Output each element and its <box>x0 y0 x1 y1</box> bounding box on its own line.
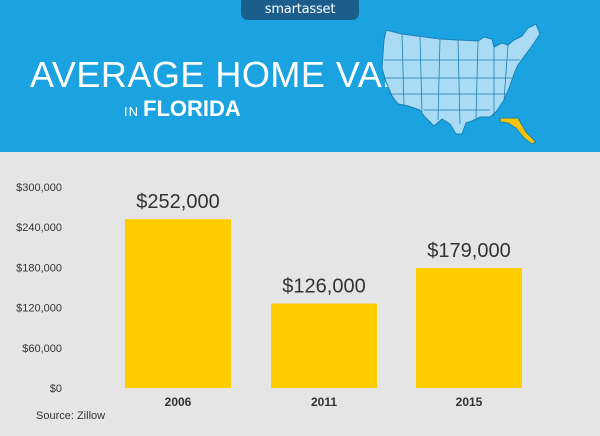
brand-logo-text: smartasset <box>264 2 336 17</box>
usa-map-icon <box>381 23 541 145</box>
x-tick-label-2015: 2015 <box>456 395 483 409</box>
source-note: Source: Zillow <box>36 410 106 422</box>
bar-chart: $0 $60,000 $120,000 $180,000 $240,000 $300,00… <box>16 182 522 409</box>
page-subtitle: IN FLORIDA <box>124 96 241 122</box>
data-label-2006: $252,000 <box>136 191 219 213</box>
y-tick-label: $0 <box>50 383 62 395</box>
florida-state <box>499 117 537 145</box>
y-tick-label: $60,000 <box>22 343 62 355</box>
state-borders <box>383 33 520 125</box>
x-tick-label-2011: 2011 <box>311 395 337 409</box>
bar-2006 <box>125 219 231 388</box>
y-tick-label: $180,000 <box>16 262 62 274</box>
x-tick-label-2006: 2006 <box>165 395 192 409</box>
subtitle-prefix: IN <box>124 104 139 119</box>
y-tick-label: $300,000 <box>16 182 62 194</box>
header-banner: smartasset AVERAGE HOME VALUE IN FLORIDA <box>0 0 600 152</box>
brand-logo: smartasset <box>241 0 359 20</box>
data-label-2015: $179,000 <box>427 240 510 262</box>
data-label-2011: $126,000 <box>282 276 365 298</box>
y-tick-label: $240,000 <box>16 222 62 234</box>
subtitle-state: FLORIDA <box>143 96 241 121</box>
bar-2011 <box>271 303 377 388</box>
bar-2015 <box>416 268 522 388</box>
y-tick-label: $120,000 <box>16 303 62 315</box>
